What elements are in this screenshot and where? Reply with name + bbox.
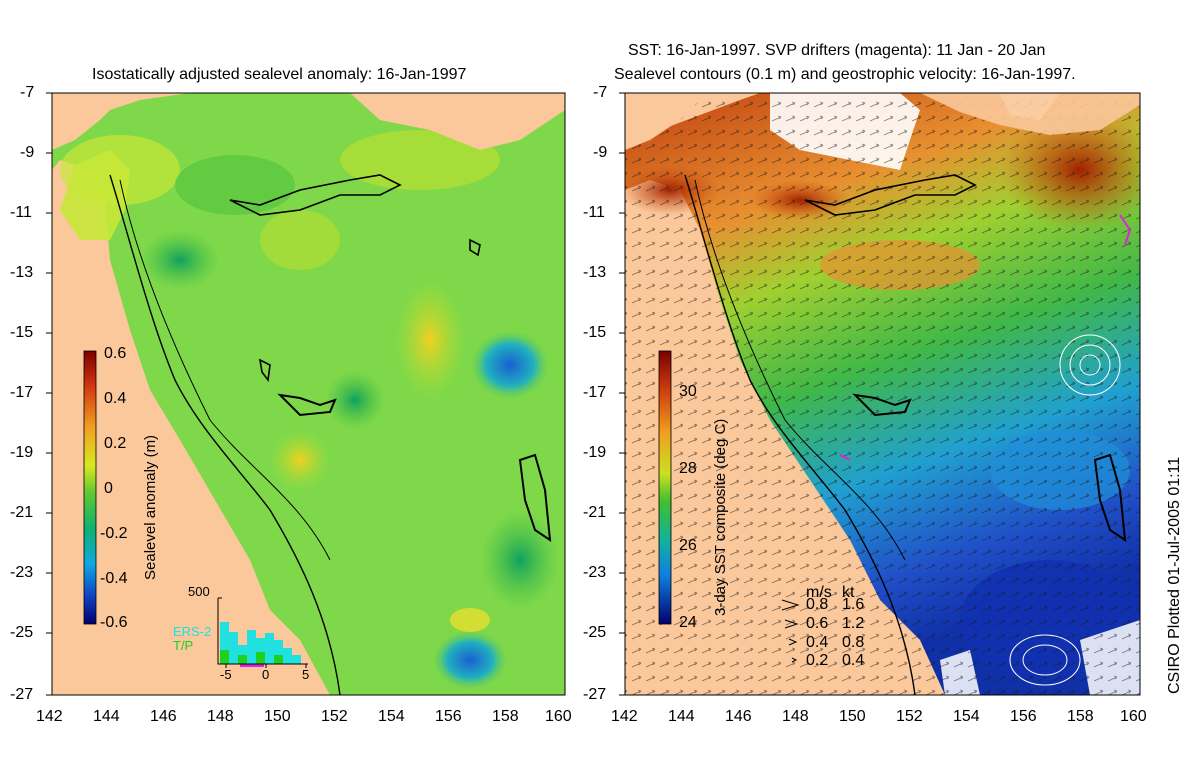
inset-legend-tp: T/P — [173, 638, 194, 653]
lon-tick: 154 — [378, 708, 405, 725]
inset-legend-ers2: ERS-2 — [173, 624, 212, 639]
right-title-line1: SST: 16-Jan-1997. SVP drifters (magenta)… — [628, 42, 1046, 59]
lat-tick: -17 — [583, 384, 607, 401]
inset-histogram — [217, 597, 308, 668]
colorbar-tick: 24 — [679, 614, 697, 631]
colorbar-tick: 0 — [104, 480, 113, 497]
velocity-kt: 1.6 — [842, 596, 865, 613]
velocity-kt: 0.8 — [842, 634, 865, 651]
lat-tick: -7 — [593, 84, 608, 101]
lon-tick: 148 — [782, 708, 809, 725]
colorbar-tick: -0.2 — [100, 525, 128, 542]
velocity-ms: 0.8 — [806, 596, 829, 613]
lat-tick: -7 — [20, 84, 35, 101]
lon-tick: 158 — [1067, 708, 1094, 725]
sealevel-colorbar-label: Sealevel anomaly (m) — [142, 434, 159, 580]
lat-tick: -15 — [583, 324, 607, 341]
lat-tick: -19 — [583, 444, 607, 461]
velocity-ms: 0.2 — [806, 652, 829, 669]
lon-tick: 144 — [668, 708, 695, 725]
colorbar-tick: 0.4 — [104, 390, 127, 407]
credit-text: CSIRO Plotted 01-Jul-2005 01:11 — [1166, 456, 1183, 694]
sst-colorbar-label: 3-day SST composite (deg C) — [712, 418, 729, 616]
colorbar-tick: -0.6 — [100, 614, 128, 631]
lat-tick: -25 — [10, 624, 34, 641]
coastline — [109, 174, 341, 695]
lat-tick: -13 — [583, 264, 607, 281]
lon-tick: 160 — [545, 708, 572, 725]
sealevel-colorbar — [83, 350, 97, 625]
lon-tick: 156 — [435, 708, 462, 725]
drifter-track — [1119, 214, 1132, 246]
lon-tick: 152 — [896, 708, 923, 725]
inset-xtick: 0 — [262, 667, 270, 682]
velocity-kt: 0.4 — [842, 652, 865, 669]
sst-map — [625, 93, 1140, 695]
colorbar-tick: -0.4 — [100, 570, 128, 587]
lon-tick: 154 — [953, 708, 980, 725]
lat-tick: -23 — [583, 564, 607, 581]
inset-xtick: 5 — [302, 667, 310, 682]
inset-xtick: -5 — [220, 667, 232, 682]
lat-tick: -27 — [583, 686, 607, 703]
lat-tick: -9 — [593, 144, 608, 161]
colorbar-tick: 0.6 — [104, 345, 127, 362]
velocity-ms: 0.4 — [806, 634, 829, 651]
sst-colorbar — [658, 350, 672, 625]
lon-tick: 144 — [93, 708, 120, 725]
lat-tick: -23 — [10, 564, 34, 581]
velocity-kt: 1.2 — [842, 615, 865, 632]
lon-tick: 156 — [1010, 708, 1037, 725]
lat-tick: -9 — [20, 144, 35, 161]
lat-tick: -15 — [10, 324, 34, 341]
velocity-header-ms: m/s — [806, 584, 832, 601]
lat-tick: -17 — [10, 384, 34, 401]
lat-tick: -25 — [583, 624, 607, 641]
lon-tick: 150 — [839, 708, 866, 725]
lon-tick: 142 — [36, 708, 63, 725]
lat-tick: -11 — [10, 204, 32, 221]
lon-tick: 146 — [150, 708, 177, 725]
lon-tick: 150 — [264, 708, 291, 725]
lon-tick: 148 — [207, 708, 234, 725]
colorbar-tick: 0.2 — [104, 435, 127, 452]
lat-tick: -27 — [10, 686, 34, 703]
velocity-legend-arrows — [781, 599, 800, 663]
inset-ymax: 500 — [188, 584, 210, 599]
lon-tick: 158 — [492, 708, 519, 725]
sealevel-map — [52, 93, 565, 695]
colorbar-tick: 28 — [679, 460, 697, 477]
lon-tick: 160 — [1120, 708, 1147, 725]
left-title: Isostatically adjusted sealevel anomaly:… — [92, 66, 467, 83]
colorbar-tick: 26 — [679, 537, 697, 554]
lon-tick: 146 — [725, 708, 752, 725]
lat-tick: -19 — [10, 444, 34, 461]
lat-tick: -21 — [583, 504, 607, 521]
lat-tick: -13 — [10, 264, 34, 281]
right-title-line2: Sealevel contours (0.1 m) and geostrophi… — [614, 66, 1076, 83]
lat-tick: -21 — [10, 504, 34, 521]
lon-tick: 152 — [321, 708, 348, 725]
lon-tick: 142 — [611, 708, 638, 725]
velocity-header-kt: kt — [842, 584, 855, 601]
velocity-ms: 0.6 — [806, 615, 829, 632]
colorbar-tick: 30 — [679, 383, 697, 400]
lat-tick: -11 — [583, 204, 605, 221]
